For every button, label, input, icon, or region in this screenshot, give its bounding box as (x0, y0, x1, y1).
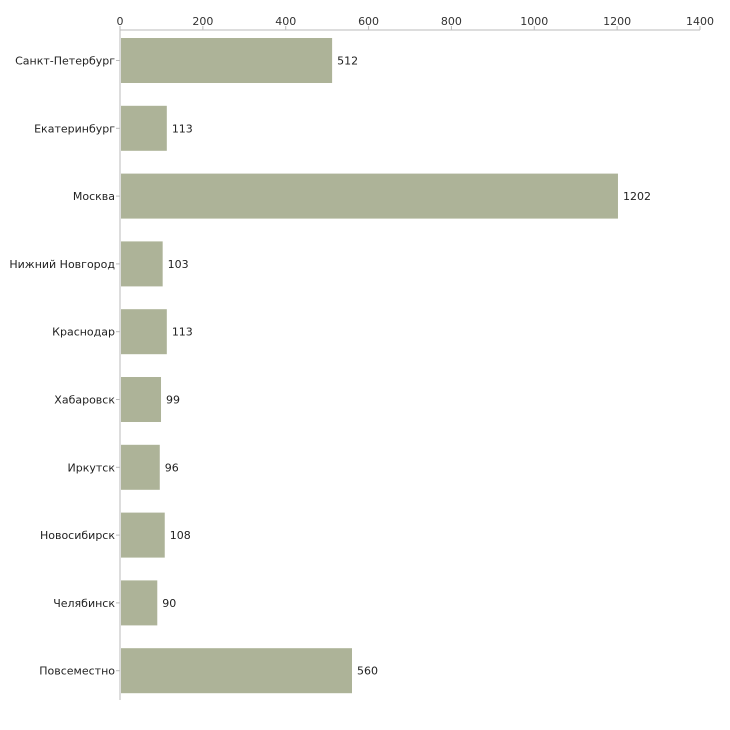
bar (121, 512, 165, 558)
category-label: Краснодар (52, 326, 115, 339)
category-label: Москва (73, 190, 115, 203)
value-label: 113 (172, 122, 193, 135)
bar (121, 38, 333, 83)
x-tick-label: 400 (275, 15, 296, 28)
category-label: Иркутск (68, 461, 116, 474)
value-label: 108 (170, 529, 191, 542)
value-label: 103 (168, 258, 189, 271)
bar (121, 241, 163, 287)
x-tick-label: 0 (117, 15, 124, 28)
value-label: 90 (162, 597, 176, 610)
x-tick-label: 1400 (686, 15, 714, 28)
bar (121, 377, 162, 422)
x-tick-label: 1200 (603, 15, 631, 28)
x-tick-label: 600 (358, 15, 379, 28)
bar (121, 173, 618, 219)
bar (121, 580, 158, 626)
bar (121, 444, 160, 490)
value-label: 512 (337, 55, 358, 68)
x-tick-label: 800 (441, 15, 462, 28)
chart-bars (121, 38, 618, 694)
chart-labels: Санкт-Петербург 512 Екатеринбург 113 Москва 1… (9, 55, 651, 678)
category-label: Челябинск (53, 597, 115, 610)
x-tick-label: 200 (192, 15, 213, 28)
category-label: Хабаровск (54, 394, 115, 407)
category-label: Екатеринбург (34, 122, 115, 135)
chart-axes: 0 200 400 600 800 1000 1200 1400 (116, 15, 714, 700)
x-tick-label: 1000 (520, 15, 548, 28)
value-label: 99 (166, 394, 180, 407)
category-label: Санкт-Петербург (15, 55, 115, 68)
value-label: 113 (172, 326, 193, 339)
value-label: 96 (165, 461, 179, 474)
category-label: Нижний Новгород (9, 258, 115, 271)
bar (121, 648, 352, 694)
value-label: 1202 (623, 190, 651, 203)
value-label: 560 (357, 665, 378, 678)
category-label: Новосибирск (40, 529, 115, 542)
bar (121, 105, 167, 151)
category-label: Повсеместно (39, 665, 115, 678)
bar (121, 309, 167, 355)
